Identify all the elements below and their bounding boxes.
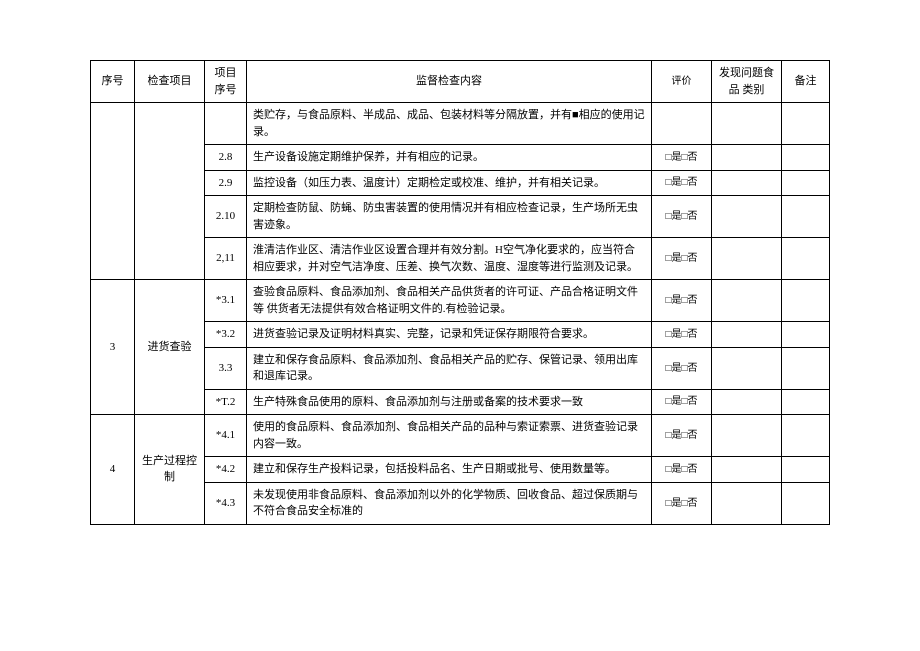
cell-content: 建立和保存生产投料记录，包括投料品名、生产日期或批号、使用数量等。 (247, 457, 652, 483)
cell-eval: □是□否 (652, 170, 712, 196)
cell-eval: □是□否 (652, 457, 712, 483)
cell-subseq: 2.10 (205, 196, 247, 238)
cell-eval: □是□否 (652, 389, 712, 415)
cell-content: 监控设备（如压力表、温度计）定期检定或校准、维护，并有相关记录。 (247, 170, 652, 196)
cell-subseq: *3.2 (205, 322, 247, 348)
cell-eval: □是□否 (652, 482, 712, 524)
cell-content: 未发现使用非食品原料、食品添加剂以外的化学物质、回收食品、超过保质期与不符合食品… (247, 482, 652, 524)
cell-eval: □是□否 (652, 415, 712, 457)
col-item: 检查项目 (135, 61, 205, 103)
cell-subseq: 2,11 (205, 238, 247, 280)
cell-note (782, 322, 830, 348)
cell-subseq (205, 103, 247, 145)
cell-problem (712, 482, 782, 524)
cell-note (782, 389, 830, 415)
cell-problem (712, 145, 782, 171)
cell-problem (712, 415, 782, 457)
table-row: 类贮存，与食品原料、半成品、成品、包装材料等分隔放置，并有■相应的使用记录。 (91, 103, 830, 145)
cell-content: 生产设备设施定期维护保养，并有相应的记录。 (247, 145, 652, 171)
cell-note (782, 347, 830, 389)
cell-content: 进货查验记录及证明材料真实、完整，记录和凭证保存期限符合要求。 (247, 322, 652, 348)
cell-content: 查验食品原料、食品添加剂、食品相关产品供货者的许可证、产品合格证明文件等 供货者… (247, 280, 652, 322)
cell-eval: □是□否 (652, 322, 712, 348)
cell-content: 生产特殊食品使用的原料、食品添加剂与注册或备案的技术要求一致 (247, 389, 652, 415)
cell-problem (712, 196, 782, 238)
cell-note (782, 238, 830, 280)
cell-problem (712, 389, 782, 415)
inspection-table: 序号 检查项目 项目 序号 监督检查内容 评价 发现问题食品 类别 备注 类贮存… (90, 60, 830, 525)
cell-note (782, 482, 830, 524)
cell-content: 建立和保存食品原料、食品添加剂、食品相关产品的贮存、保管记录、领用出库和退库记录… (247, 347, 652, 389)
col-seq: 序号 (91, 61, 135, 103)
cell-item (135, 103, 205, 280)
table-row: 3进货查验*3.1查验食品原料、食品添加剂、食品相关产品供货者的许可证、产品合格… (91, 280, 830, 322)
cell-subseq: *4.3 (205, 482, 247, 524)
cell-note (782, 170, 830, 196)
inspection-table-container: 序号 检查项目 项目 序号 监督检查内容 评价 发现问题食品 类别 备注 类贮存… (0, 0, 920, 565)
cell-problem (712, 457, 782, 483)
cell-subseq: 2.9 (205, 170, 247, 196)
cell-subseq: *3.1 (205, 280, 247, 322)
cell-eval (652, 103, 712, 145)
cell-content: 类贮存，与食品原料、半成品、成品、包装材料等分隔放置，并有■相应的使用记录。 (247, 103, 652, 145)
table-body: 类贮存，与食品原料、半成品、成品、包装材料等分隔放置，并有■相应的使用记录。2.… (91, 103, 830, 525)
col-problem: 发现问题食品 类别 (712, 61, 782, 103)
cell-eval: □是□否 (652, 145, 712, 171)
cell-note (782, 145, 830, 171)
cell-problem (712, 238, 782, 280)
col-content: 监督检查内容 (247, 61, 652, 103)
cell-subseq: *4.1 (205, 415, 247, 457)
header-row: 序号 检查项目 项目 序号 监督检查内容 评价 发现问题食品 类别 备注 (91, 61, 830, 103)
cell-note (782, 415, 830, 457)
cell-content: 使用的食品原料、食品添加剂、食品相关产品的品种与索证索票、进货查验记录内容一致。 (247, 415, 652, 457)
cell-subseq: *4.2 (205, 457, 247, 483)
cell-seq (91, 103, 135, 280)
cell-subseq: 3.3 (205, 347, 247, 389)
cell-item: 进货查验 (135, 280, 205, 415)
cell-problem (712, 170, 782, 196)
col-eval: 评价 (652, 61, 712, 103)
cell-seq: 3 (91, 280, 135, 415)
cell-eval: □是□否 (652, 347, 712, 389)
col-subseq: 项目 序号 (205, 61, 247, 103)
cell-problem (712, 347, 782, 389)
cell-note (782, 457, 830, 483)
cell-item: 生产过程控制 (135, 415, 205, 525)
cell-note (782, 196, 830, 238)
cell-subseq: *T.2 (205, 389, 247, 415)
cell-content: 淮清洁作业区、清洁作业区设置合理并有效分割。H空气净化要求的，应当符合相应要求，… (247, 238, 652, 280)
cell-content: 定期检查防鼠、防蝇、防虫害装置的使用情况并有相应检查记录，生产场所无虫害迹象。 (247, 196, 652, 238)
cell-subseq: 2.8 (205, 145, 247, 171)
cell-note (782, 280, 830, 322)
cell-problem (712, 280, 782, 322)
cell-problem (712, 103, 782, 145)
cell-seq: 4 (91, 415, 135, 525)
cell-eval: □是□否 (652, 238, 712, 280)
cell-note (782, 103, 830, 145)
cell-eval: □是□否 (652, 196, 712, 238)
cell-problem (712, 322, 782, 348)
col-note: 备注 (782, 61, 830, 103)
cell-eval: □是□否 (652, 280, 712, 322)
table-row: 4生产过程控制*4.1使用的食品原料、食品添加剂、食品相关产品的品种与索证索票、… (91, 415, 830, 457)
